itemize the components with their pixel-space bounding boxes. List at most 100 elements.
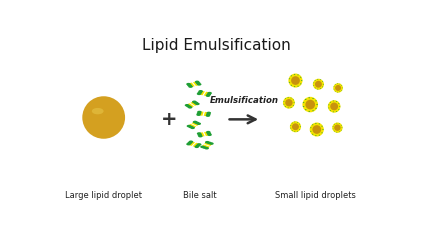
- Polygon shape: [188, 141, 195, 146]
- Text: +: +: [161, 110, 178, 129]
- Circle shape: [335, 84, 336, 85]
- Circle shape: [321, 132, 323, 133]
- Circle shape: [195, 102, 200, 105]
- Circle shape: [312, 98, 314, 99]
- Circle shape: [313, 85, 314, 86]
- Polygon shape: [190, 101, 198, 106]
- Ellipse shape: [82, 96, 125, 139]
- Polygon shape: [193, 81, 200, 86]
- Circle shape: [291, 75, 292, 76]
- Ellipse shape: [328, 100, 341, 113]
- Circle shape: [289, 78, 290, 79]
- Circle shape: [320, 79, 321, 80]
- Circle shape: [186, 143, 191, 145]
- Ellipse shape: [285, 99, 293, 106]
- Circle shape: [200, 146, 205, 148]
- Polygon shape: [204, 92, 210, 96]
- Ellipse shape: [291, 76, 300, 85]
- Circle shape: [205, 141, 209, 144]
- Circle shape: [196, 113, 201, 116]
- Circle shape: [320, 88, 321, 89]
- Circle shape: [322, 81, 323, 82]
- Polygon shape: [186, 103, 194, 108]
- Circle shape: [206, 94, 210, 97]
- Circle shape: [315, 135, 316, 136]
- Polygon shape: [201, 144, 210, 149]
- Circle shape: [187, 125, 191, 127]
- Circle shape: [305, 109, 307, 110]
- Circle shape: [194, 102, 198, 104]
- Circle shape: [198, 135, 203, 138]
- Circle shape: [190, 126, 195, 129]
- Circle shape: [198, 133, 202, 136]
- Polygon shape: [199, 91, 205, 95]
- Circle shape: [308, 111, 310, 112]
- Circle shape: [297, 131, 298, 132]
- Polygon shape: [199, 132, 205, 137]
- Circle shape: [206, 113, 211, 116]
- Circle shape: [187, 142, 192, 144]
- Circle shape: [196, 122, 201, 125]
- Ellipse shape: [305, 100, 315, 109]
- Circle shape: [317, 79, 318, 80]
- Circle shape: [197, 112, 201, 115]
- Circle shape: [301, 80, 302, 81]
- Ellipse shape: [288, 73, 302, 88]
- Circle shape: [186, 105, 191, 108]
- Ellipse shape: [290, 121, 301, 132]
- Circle shape: [294, 102, 295, 103]
- Circle shape: [330, 110, 331, 111]
- Circle shape: [197, 143, 201, 146]
- Circle shape: [312, 134, 313, 135]
- Circle shape: [293, 105, 294, 106]
- Circle shape: [292, 130, 293, 131]
- Circle shape: [197, 111, 202, 113]
- Circle shape: [207, 142, 212, 144]
- Circle shape: [310, 127, 311, 128]
- Circle shape: [338, 109, 339, 110]
- Circle shape: [288, 97, 289, 98]
- Circle shape: [341, 85, 342, 86]
- Circle shape: [195, 121, 199, 124]
- Circle shape: [339, 123, 340, 124]
- Ellipse shape: [313, 79, 324, 90]
- Circle shape: [333, 86, 335, 87]
- Circle shape: [187, 84, 192, 87]
- Circle shape: [300, 77, 302, 78]
- Circle shape: [195, 81, 199, 83]
- Circle shape: [204, 147, 209, 150]
- Ellipse shape: [302, 97, 318, 112]
- Circle shape: [198, 91, 202, 94]
- Circle shape: [206, 132, 211, 135]
- Circle shape: [297, 86, 299, 87]
- Circle shape: [300, 126, 301, 127]
- Polygon shape: [192, 143, 200, 147]
- Ellipse shape: [335, 85, 341, 91]
- Ellipse shape: [315, 81, 322, 88]
- Circle shape: [336, 101, 337, 102]
- Circle shape: [316, 104, 318, 105]
- Ellipse shape: [332, 122, 343, 133]
- Text: Bile salt: Bile salt: [183, 191, 216, 199]
- Circle shape: [291, 85, 292, 86]
- Circle shape: [308, 97, 310, 98]
- Polygon shape: [204, 112, 209, 116]
- Circle shape: [289, 82, 290, 83]
- Ellipse shape: [334, 125, 341, 131]
- Polygon shape: [204, 132, 210, 136]
- Circle shape: [303, 106, 305, 107]
- Circle shape: [332, 126, 334, 127]
- Ellipse shape: [292, 123, 299, 130]
- Circle shape: [206, 112, 211, 114]
- Circle shape: [185, 104, 190, 107]
- Circle shape: [338, 103, 339, 104]
- Circle shape: [312, 110, 314, 111]
- Circle shape: [315, 123, 316, 124]
- Ellipse shape: [333, 83, 343, 93]
- Circle shape: [334, 124, 335, 125]
- Circle shape: [285, 106, 286, 107]
- Polygon shape: [192, 121, 200, 126]
- Ellipse shape: [330, 102, 338, 110]
- Text: Small lipid droplets: Small lipid droplets: [275, 191, 356, 199]
- Circle shape: [189, 140, 193, 143]
